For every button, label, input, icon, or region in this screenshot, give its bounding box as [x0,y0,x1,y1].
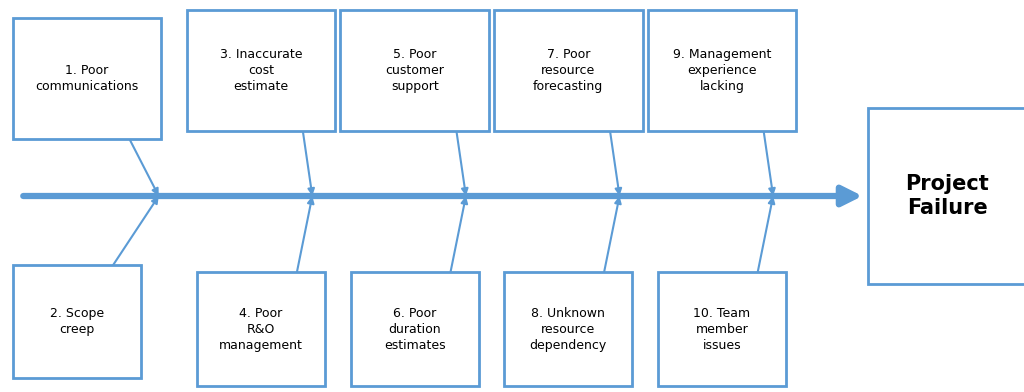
Text: 10. Team
member
issues: 10. Team member issues [693,307,751,352]
FancyBboxPatch shape [197,272,326,386]
FancyBboxPatch shape [350,272,479,386]
Text: 1. Poor
communications: 1. Poor communications [36,64,138,93]
Text: 6. Poor
duration
estimates: 6. Poor duration estimates [384,307,445,352]
FancyBboxPatch shape [186,10,336,131]
Text: 2. Scope
creep: 2. Scope creep [50,307,103,336]
FancyBboxPatch shape [868,108,1024,284]
Text: 5. Poor
customer
support: 5. Poor customer support [385,48,444,93]
FancyBboxPatch shape [657,272,786,386]
FancyBboxPatch shape [12,265,140,378]
FancyBboxPatch shape [495,10,643,131]
Text: 8. Unknown
resource
dependency: 8. Unknown resource dependency [529,307,607,352]
Text: 7. Poor
resource
forecasting: 7. Poor resource forecasting [534,48,603,93]
Text: Project
Failure: Project Failure [905,174,989,218]
FancyBboxPatch shape [647,10,797,131]
Text: 9. Management
experience
lacking: 9. Management experience lacking [673,48,771,93]
FancyBboxPatch shape [340,10,489,131]
FancyBboxPatch shape [505,272,633,386]
FancyBboxPatch shape [12,18,162,139]
Text: 3. Inaccurate
cost
estimate: 3. Inaccurate cost estimate [220,48,302,93]
Text: 4. Poor
R&O
management: 4. Poor R&O management [219,307,303,352]
